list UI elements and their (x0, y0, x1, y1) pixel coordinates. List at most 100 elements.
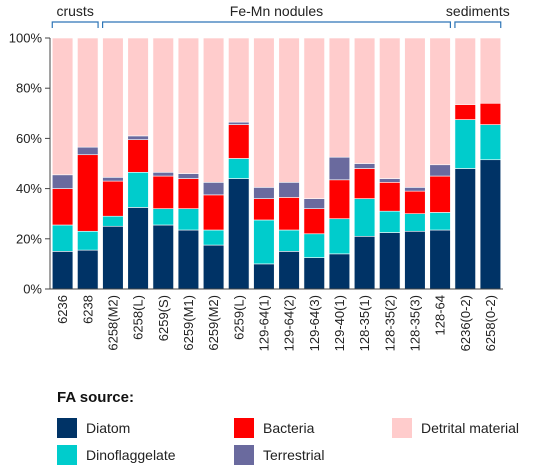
bar-stack-6258(M2) (102, 37, 124, 290)
legend-item-diatom: Diatom (57, 418, 130, 438)
bar-stack-6259(M2) (202, 37, 225, 290)
bar-segment-terrestrial (228, 121, 250, 125)
bar-segment-dinoflaggelate (404, 213, 426, 232)
group-bracket (102, 21, 451, 28)
legend-swatch (234, 445, 254, 465)
bar-segment-diatom (353, 235, 376, 290)
legend-item-terrestrial: Terrestrial (234, 445, 324, 465)
y-axis: 0% 20% 40% 60% 80% 100% (9, 31, 51, 297)
bar-segment-detrital-material (152, 37, 174, 173)
legend-swatch (57, 418, 77, 438)
bar-segment-bacteria (479, 102, 502, 125)
bar-segment-dinoflaggelate (152, 208, 174, 226)
group-label: Fe-Mn nodules (230, 3, 323, 19)
bar-segment-dinoflaggelate (328, 218, 351, 255)
x-tick-label: 6236(0-2) (458, 295, 473, 351)
bar-stack-128-35(1) (353, 37, 376, 290)
bar-segment-dinoflaggelate (353, 198, 376, 237)
bar-segment-dinoflaggelate (379, 210, 401, 233)
bar-segment-dinoflaggelate (228, 158, 250, 179)
bar-segment-detrital-material (278, 37, 300, 183)
bar-segment-detrital-material (51, 37, 74, 176)
bar-segment-diatom (51, 251, 74, 290)
bar-segment-detrital-material (177, 37, 200, 174)
bar-segment-dinoflaggelate (77, 230, 99, 251)
bar-segment-detrital-material (253, 37, 275, 188)
x-tick-label: 6258(0-2) (483, 295, 498, 351)
x-tick-label: 6259(M2) (206, 295, 221, 351)
legend: FA source: Diatom Bacteria Detrital materi… (57, 389, 519, 465)
bar-segment-dinoflaggelate (177, 208, 200, 231)
bar-segment-dinoflaggelate (454, 119, 476, 169)
bar-segment-bacteria (152, 175, 174, 209)
bar-segment-dinoflaggelate (479, 124, 502, 161)
legend-label: Dinoflaggelate (86, 447, 176, 463)
bar-segment-terrestrial (77, 146, 99, 156)
bar-stack-129-64(2) (278, 37, 300, 290)
x-tick-label: 128-64 (433, 295, 448, 335)
bar-segment-bacteria (51, 188, 74, 226)
bar-segment-bacteria (353, 168, 376, 199)
bar-segment-detrital-material (77, 37, 99, 148)
bar-segment-detrital-material (102, 37, 124, 178)
bar-segment-dinoflaggelate (429, 212, 451, 231)
bar-segment-diatom (328, 253, 351, 290)
bar-segment-bacteria (303, 208, 325, 235)
x-tick-label: 128-35(1) (357, 295, 372, 351)
x-tick-label: 129-64(1) (256, 295, 271, 351)
bar-stack-6236 (51, 37, 74, 290)
legend-label: Terrestrial (263, 447, 324, 463)
legend-label: Diatom (86, 420, 130, 436)
bar-segment-diatom (303, 257, 325, 290)
bar-segment-terrestrial (253, 187, 275, 199)
bar-segment-terrestrial (152, 171, 174, 177)
group-sediments: sediments (446, 3, 510, 28)
bar-segment-detrital-material (454, 37, 476, 105)
bar-stack-6258(0-2) (479, 37, 502, 290)
bar-segment-diatom (202, 244, 225, 290)
bar-segment-bacteria (454, 104, 476, 120)
bar-segment-dinoflaggelate (51, 224, 74, 252)
bar-segment-dinoflaggelate (303, 233, 325, 258)
bar-stack-6258(L) (127, 37, 149, 290)
group-label: sediments (446, 3, 510, 19)
bar-segment-bacteria (379, 182, 401, 212)
bar-segment-diatom (228, 178, 250, 290)
bar-segment-bacteria (102, 180, 124, 217)
x-tick-label: 128-35(2) (382, 295, 397, 351)
x-axis: 6236 6238 6258(M2) 6258(L) 6259(S) 6259(M1) 62… (50, 288, 503, 351)
bar-segment-dinoflaggelate (253, 219, 275, 265)
bar-segment-bacteria (202, 194, 225, 231)
bar-stack-129-64(1) (253, 37, 275, 290)
bar-segment-diatom (152, 224, 174, 290)
bar-stack-129-64(3) (303, 37, 325, 290)
group-crusts: crusts (51, 3, 99, 28)
y-tick-label: 60% (16, 131, 42, 146)
bar-segment-bacteria (253, 198, 275, 221)
group-fe-mn-nodules: Fe-Mn nodules (102, 3, 451, 28)
bar-segment-diatom (253, 263, 275, 290)
bar-stack-6236(0-2) (454, 37, 476, 290)
bar-segment-terrestrial (51, 174, 74, 189)
bar-stack-128-35(3) (404, 37, 426, 290)
bar-segment-bacteria (278, 197, 300, 231)
bar-segment-terrestrial (127, 135, 149, 140)
x-tick-label: 6258(M2) (105, 295, 120, 351)
category-groups: crusts Fe-Mn nodules sediments (51, 3, 510, 28)
bar-segment-diatom (379, 232, 401, 290)
legend-item-detrital-material: Detrital material (392, 418, 519, 438)
group-bracket (51, 21, 99, 28)
x-tick-label: 6258(L) (131, 295, 146, 340)
bar-segment-bacteria (328, 179, 351, 220)
bars (51, 37, 502, 290)
bar-segment-diatom (404, 230, 426, 290)
bar-segment-bacteria (127, 139, 149, 173)
bar-segment-bacteria (404, 190, 426, 215)
bar-segment-detrital-material (202, 37, 225, 183)
bar-stack-129-40(1) (328, 37, 351, 290)
bar-segment-terrestrial (177, 173, 200, 179)
bar-segment-diatom (77, 249, 99, 290)
bar-segment-diatom (479, 159, 502, 290)
group-bracket (454, 21, 502, 28)
